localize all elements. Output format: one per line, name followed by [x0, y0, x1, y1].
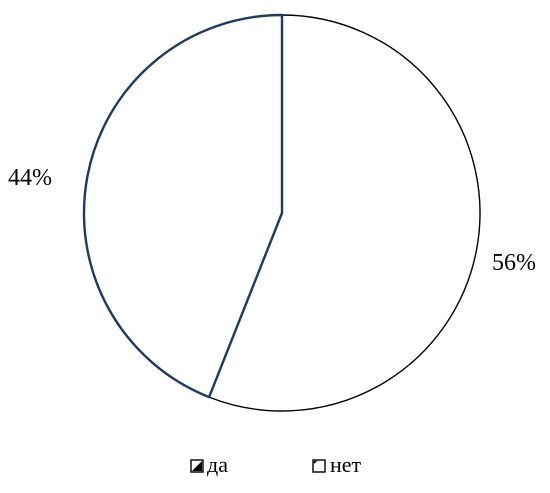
legend-swatch-net-mark [314, 461, 317, 464]
pie-slices [82, 13, 481, 412]
legend-swatch-da-fill [192, 461, 202, 471]
legend: да нет [190, 452, 362, 477]
legend-label-da: да [207, 452, 228, 477]
legend-entry-net: нет [312, 452, 362, 477]
data-label-da: 44% [8, 165, 52, 191]
data-label-net: 56% [492, 250, 536, 276]
pie-slice-net [208, 14, 481, 412]
legend-label-net: нет [330, 452, 362, 477]
legend-entry-da: да [190, 452, 228, 477]
pie-data-labels: 44% 56% [8, 165, 536, 276]
pie-slice-da [82, 13, 284, 399]
legend-swatch-net [312, 459, 326, 473]
